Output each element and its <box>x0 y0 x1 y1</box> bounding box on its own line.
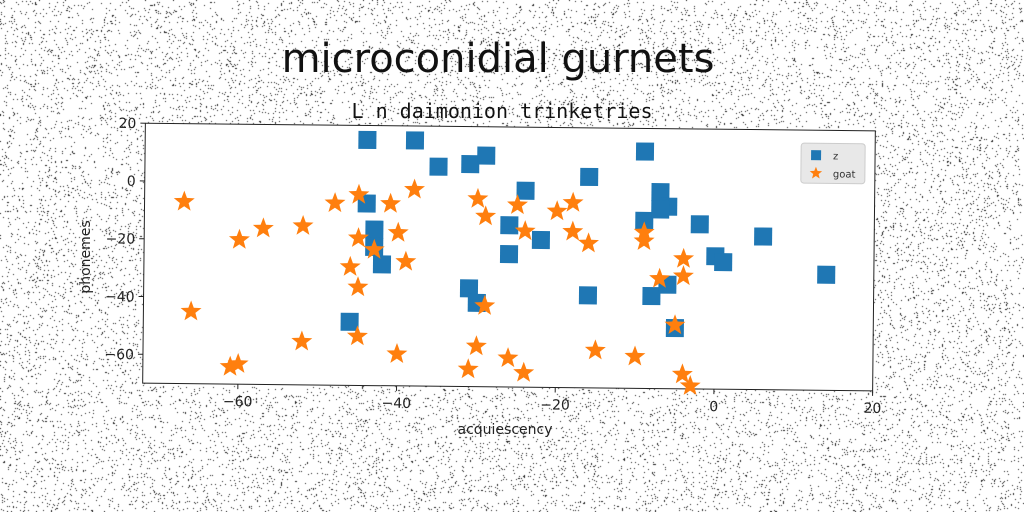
point-series-2 <box>348 227 369 248</box>
point-series-2 <box>475 205 497 226</box>
point-series-1 <box>340 312 359 331</box>
point-series-2 <box>546 200 568 221</box>
chart-subtitle: L n daimonion trinketries <box>351 99 652 123</box>
point-series-1 <box>754 227 773 246</box>
y-tick-label: 20 <box>118 116 136 132</box>
y-tick-label: −60 <box>104 347 134 363</box>
point-series-2 <box>562 191 584 212</box>
point-series-2 <box>562 220 584 241</box>
point-series-2 <box>664 314 686 335</box>
point-series-1 <box>358 130 377 150</box>
point-series-2 <box>584 339 606 360</box>
point-series-1 <box>405 131 425 150</box>
legend-marker-series-2 <box>809 166 823 179</box>
point-series-1 <box>642 286 661 306</box>
y-tick-label: −20 <box>106 231 136 247</box>
point-series-2 <box>474 294 496 315</box>
x-axis: −60 −40 −20 0 20 <box>223 384 881 417</box>
point-series-2 <box>228 228 250 249</box>
point-series-1 <box>365 220 384 239</box>
point-series-2 <box>180 300 202 321</box>
legend-label-series-2: goat <box>833 169 856 180</box>
y-axis-label: phonemes <box>78 220 94 293</box>
point-series-2 <box>395 250 417 271</box>
x-tick-label: −20 <box>540 397 570 413</box>
point-series-2 <box>457 358 479 379</box>
y-tick-label: −40 <box>105 289 135 305</box>
x-tick-label: 0 <box>709 399 718 415</box>
point-series-2 <box>671 363 693 384</box>
point-series-2 <box>363 238 385 259</box>
point-series-2 <box>624 345 646 366</box>
point-series-1 <box>500 216 519 235</box>
point-series-2 <box>292 214 314 235</box>
point-series-1 <box>714 253 733 272</box>
point-series-2 <box>348 183 370 204</box>
point-series-1 <box>429 157 448 176</box>
point-series-2 <box>673 247 695 268</box>
point-series-1 <box>651 200 670 219</box>
data-marks <box>173 130 836 395</box>
point-series-2 <box>173 190 195 211</box>
point-series-2 <box>291 330 313 351</box>
point-series-2 <box>672 265 694 286</box>
point-series-1 <box>459 279 479 298</box>
point-series-2 <box>497 347 519 368</box>
point-series-2 <box>465 335 487 356</box>
point-series-2 <box>507 194 528 215</box>
point-series-2 <box>219 355 241 376</box>
legend: z goat <box>800 142 866 185</box>
point-series-2 <box>679 375 701 395</box>
point-series-1 <box>477 146 496 165</box>
chart-title: microconidial gurnets <box>282 36 715 82</box>
x-tick-label: −60 <box>223 394 253 410</box>
point-series-2 <box>404 178 425 199</box>
point-series-1 <box>499 245 519 264</box>
point-series-2 <box>467 187 489 208</box>
point-series-2 <box>227 352 249 373</box>
point-series-1 <box>651 183 670 202</box>
point-series-2 <box>387 221 409 242</box>
y-axis: 20 0 −20 −40 −60 <box>104 116 146 363</box>
point-series-1 <box>580 167 599 187</box>
point-series-2 <box>339 255 361 276</box>
point-series-2 <box>514 220 536 241</box>
point-series-2 <box>380 192 402 213</box>
x-axis-label: acquiescency <box>458 422 553 438</box>
point-series-1 <box>531 230 551 250</box>
point-series-1 <box>516 181 535 200</box>
point-series-1 <box>635 142 655 161</box>
point-series-2 <box>347 276 369 297</box>
legend-marker-series-1 <box>811 150 822 161</box>
point-series-2 <box>324 192 346 213</box>
point-series-1 <box>461 155 480 174</box>
x-tick-label: 20 <box>863 401 881 417</box>
y-tick-label: 0 <box>127 174 136 190</box>
point-series-2 <box>578 232 599 253</box>
point-series-2 <box>386 343 408 364</box>
point-series-2 <box>633 230 655 251</box>
legend-label-series-1: z <box>833 151 838 162</box>
point-series-2 <box>252 217 274 238</box>
point-series-1 <box>578 286 598 305</box>
x-tick-label: −40 <box>382 396 412 412</box>
point-series-1 <box>690 215 709 234</box>
point-series-2 <box>346 325 368 346</box>
point-series-2 <box>649 267 671 288</box>
point-series-1 <box>817 265 836 284</box>
point-series-1 <box>372 255 392 274</box>
plot-area: 20 0 −20 −40 −60 −60 −40 −20 0 20 z goat <box>104 116 881 417</box>
point-series-1 <box>635 211 654 230</box>
point-series-2 <box>513 361 535 382</box>
